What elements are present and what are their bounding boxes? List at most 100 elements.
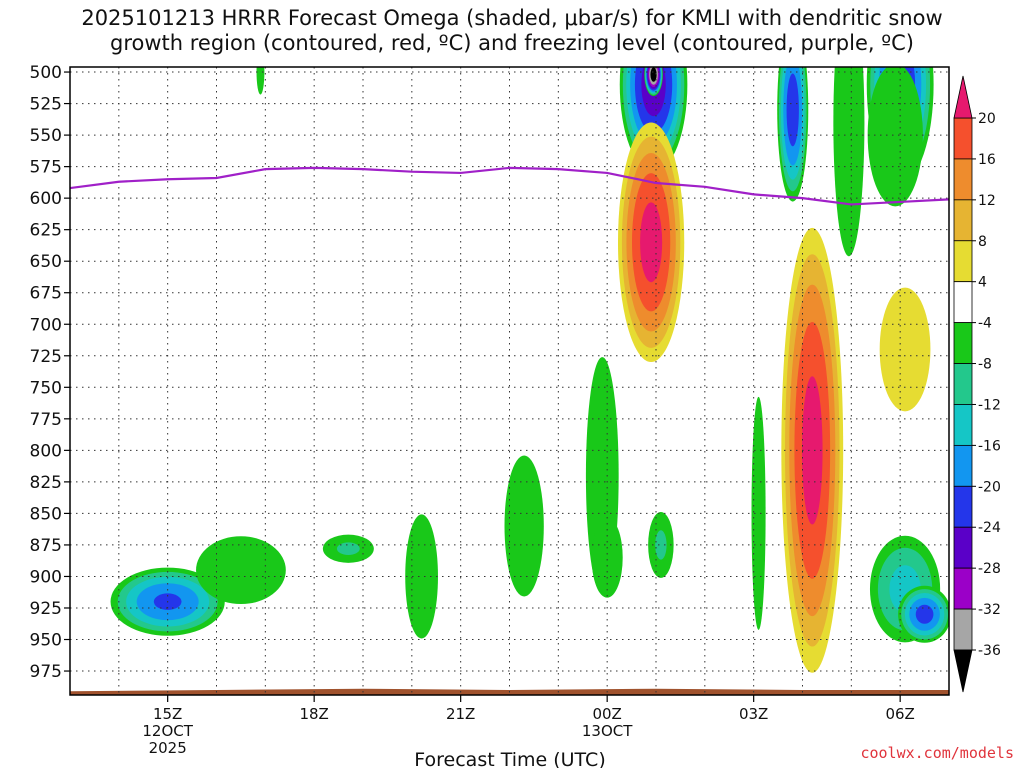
colorbar-label: -8 (978, 357, 992, 373)
colorbar-label: -32 (978, 602, 1001, 618)
y-tick-label: 925 (30, 599, 62, 619)
plot-border (69, 66, 950, 696)
omega-cell (751, 396, 766, 630)
colorbar-segment (953, 567, 973, 610)
omega-band (504, 455, 544, 597)
y-tick-label: 675 (30, 284, 62, 304)
y-tick-label: 850 (30, 504, 62, 524)
y-tick-label: 575 (30, 158, 62, 178)
omega-band (801, 376, 823, 525)
plot-frame (69, 66, 950, 696)
y-tick-label: 975 (30, 662, 62, 682)
x-tick-label: 03Z (739, 705, 768, 723)
colorbar-label: 4 (978, 275, 987, 291)
omega-band (786, 73, 799, 147)
omega-band (833, 67, 865, 257)
x-tick-label: 15Z (153, 705, 182, 723)
y-tick-label: 625 (30, 221, 62, 241)
omega-cell (867, 67, 923, 207)
colorbar-segment (953, 158, 973, 201)
colorbar-segment (953, 322, 973, 364)
colorbar-segment (953, 444, 973, 487)
omega-cell (879, 287, 931, 412)
omega-band (650, 67, 657, 82)
colorbar-segment (953, 240, 973, 283)
x-tick-label: 21Z (446, 705, 475, 723)
chart-title-line-1: 2025101213 HRRR Forecast Omega (shaded, … (81, 6, 943, 30)
omega-band (591, 517, 623, 598)
omega-cell (619, 67, 688, 172)
y-tick-label: 900 (30, 567, 62, 587)
grid (70, 67, 949, 695)
omega-cell (833, 67, 865, 257)
omega-band (655, 530, 667, 560)
omega-cell (617, 122, 685, 363)
omega-band (336, 542, 360, 556)
colorbar-segment (953, 117, 973, 160)
omega-cell (648, 512, 674, 578)
colorbar-segment (953, 608, 973, 651)
omega-cell (256, 67, 265, 95)
colorbar-label: -16 (978, 438, 1001, 454)
colorbar-label: 8 (978, 234, 987, 250)
y-tick-label: 525 (30, 95, 62, 115)
y-tick-label: 800 (30, 441, 62, 461)
site-credit[interactable]: coolwx.com/models (860, 744, 1014, 762)
omega-cell (504, 455, 544, 597)
y-tick-label: 825 (30, 473, 62, 493)
colorbar-label: 20 (978, 111, 996, 127)
omega-band (879, 287, 931, 412)
chart-title-line-2: growth region (contoured, red, ºC) and f… (110, 31, 914, 55)
omega-cell (898, 585, 949, 643)
colorbar-segment (953, 363, 973, 405)
omega-band (256, 67, 265, 95)
y-axis: 500 525 550 575 600 625 650 675 700 725 750 775 800 8… (30, 63, 70, 682)
y-tick-label: 700 (30, 315, 62, 335)
x-tick-label: 13OCT (582, 722, 633, 740)
freezing-level-line (70, 166, 949, 206)
colorbar-label: 16 (978, 152, 996, 168)
colorbar-segment (953, 485, 973, 528)
x-tick-label: 00Z (592, 705, 621, 723)
omega-band (196, 536, 286, 605)
colorbar-max-triangle (953, 75, 973, 119)
x-axis-label: Forecast Time (UTC) (414, 749, 605, 768)
y-tick-label: 550 (30, 126, 62, 146)
colorbar-min-triangle (953, 649, 973, 693)
colorbar: 20 16 12 8 4 -4 -8 -12 -16 -20 -24 -28 -32 -36 (953, 75, 1001, 693)
y-tick-label: 775 (30, 410, 62, 430)
omega-cell (196, 536, 286, 605)
colorbar-segment (953, 526, 973, 569)
omega-cell (781, 227, 844, 673)
colorbar-label: -4 (978, 316, 992, 332)
omega-band (405, 514, 438, 639)
contour-lines (70, 166, 949, 206)
x-tick-label: 18Z (299, 705, 328, 723)
omega-cell (644, 67, 663, 97)
omega-cell (777, 67, 809, 202)
y-tick-label: 750 (30, 378, 62, 398)
omega-band (867, 67, 923, 207)
y-tick-label: 875 (30, 536, 62, 556)
colorbar-segment (953, 281, 973, 324)
x-tick-label: 12OCT (142, 722, 193, 740)
y-tick-label: 650 (30, 252, 62, 272)
chart-title: 2025101213 HRRR Forecast Omega (shaded, … (0, 6, 1024, 56)
y-tick-label: 725 (30, 347, 62, 367)
y-tick-label: 950 (30, 631, 62, 651)
x-tick-label: 2025 (149, 739, 187, 757)
colorbar-label: 12 (978, 193, 996, 209)
x-tick-label: 06Z (885, 705, 914, 723)
colorbar-segment (953, 404, 973, 446)
omega-band (751, 396, 766, 630)
colorbar-label: -24 (978, 520, 1001, 536)
omega-cell (405, 514, 438, 639)
omega-cell (322, 534, 374, 563)
colorbar-segment (953, 199, 973, 242)
y-tick-label: 600 (30, 189, 62, 209)
colorbar-label: -28 (978, 561, 1001, 577)
colorbar-label: -36 (978, 643, 1001, 659)
omega-band (915, 604, 934, 624)
